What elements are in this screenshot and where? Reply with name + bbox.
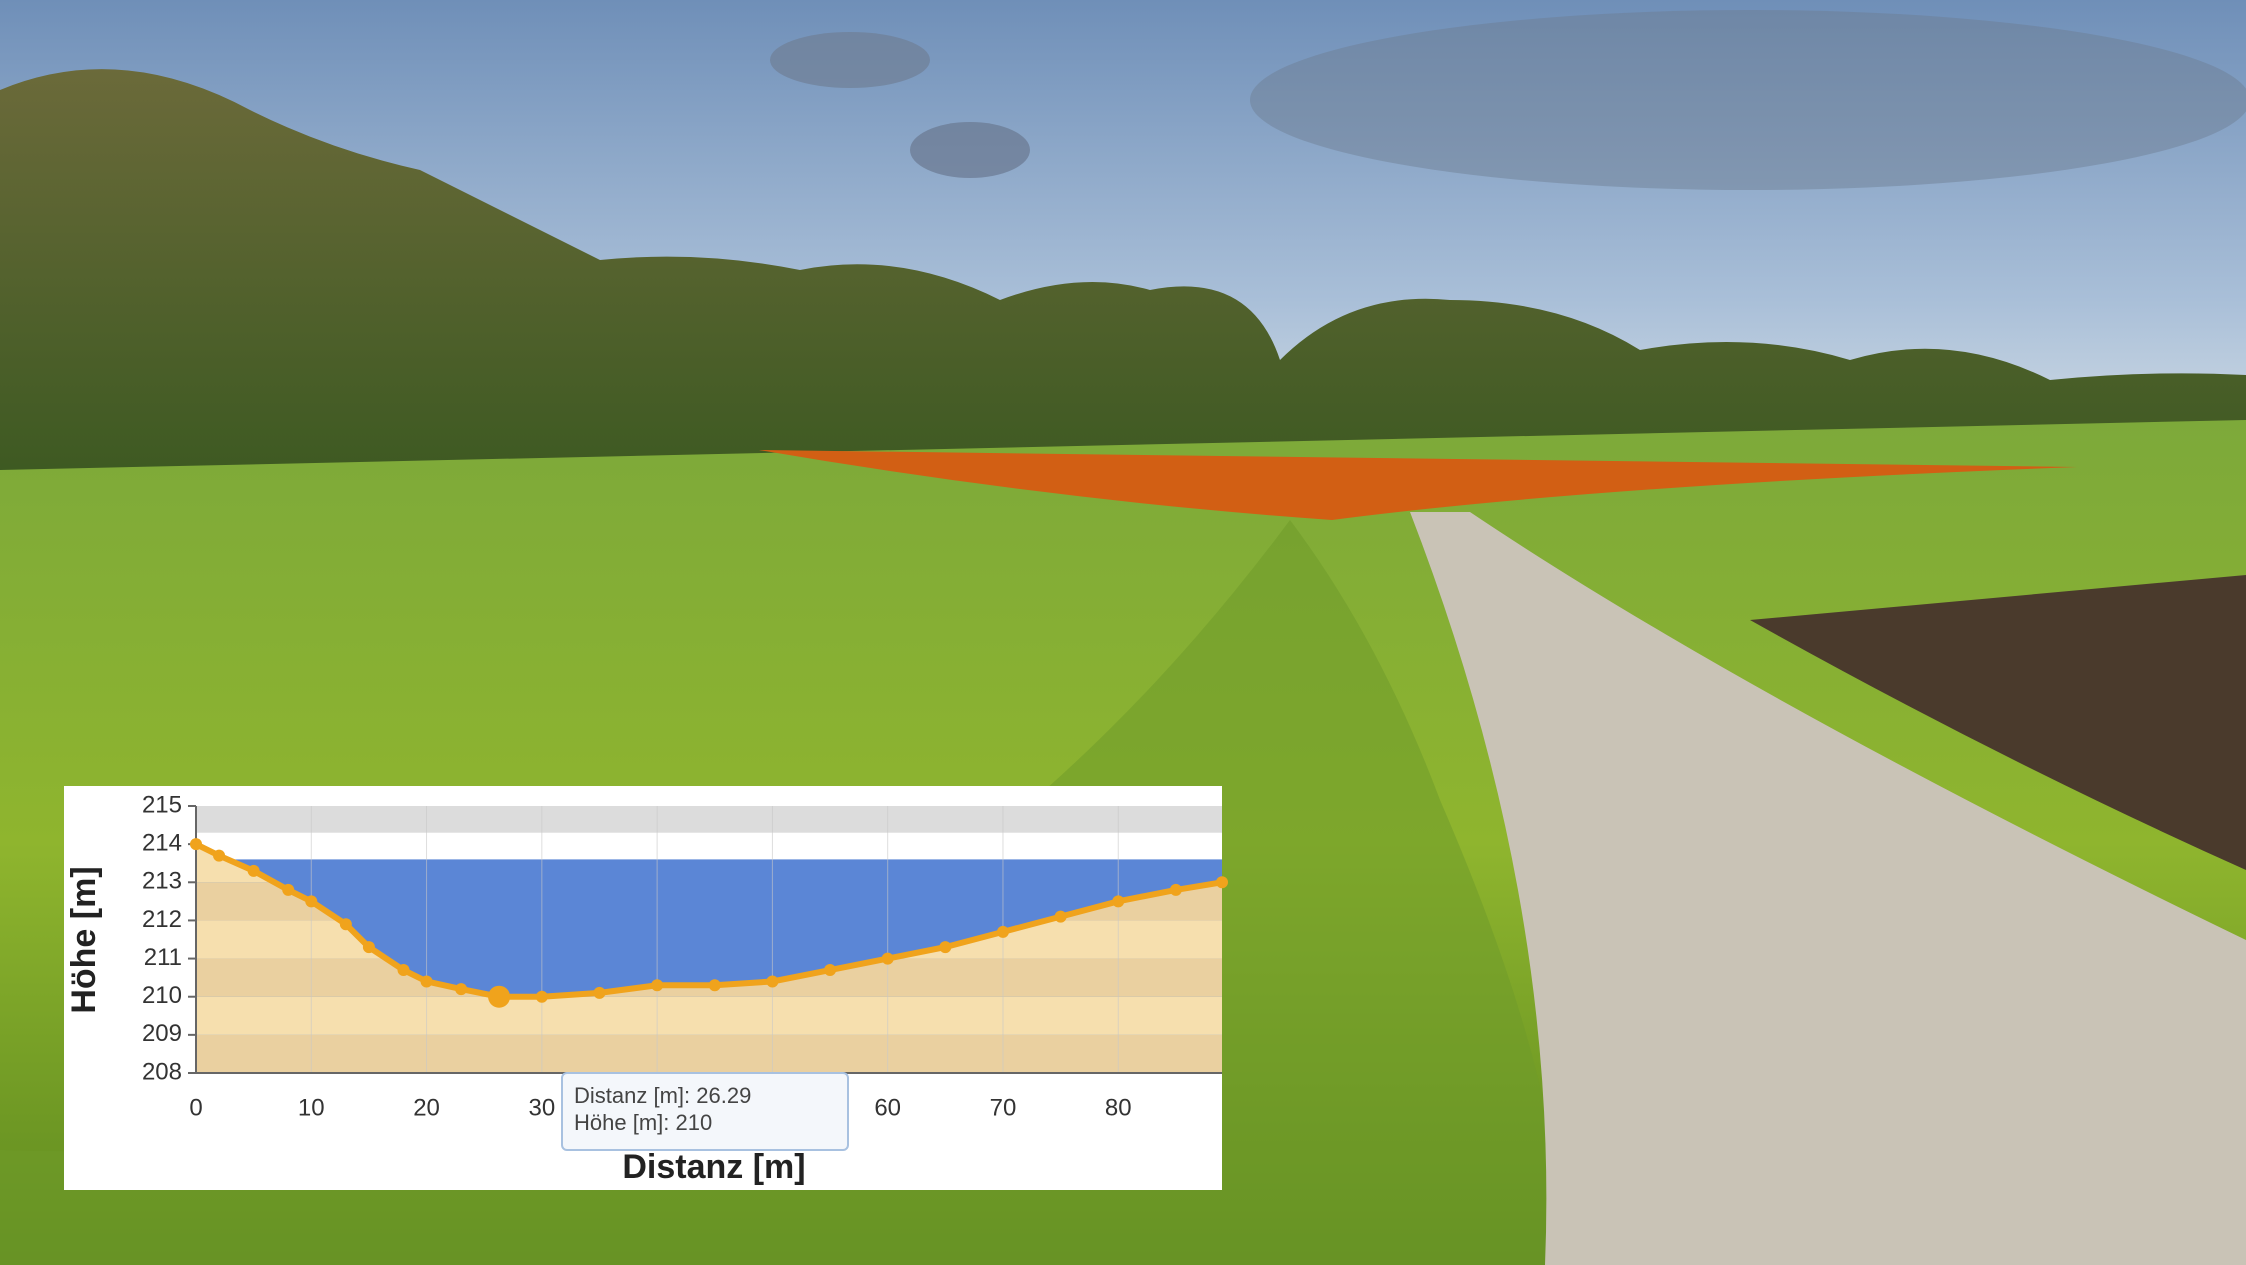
profile-point: [247, 864, 260, 877]
profile-point: [339, 918, 352, 931]
x-tick-label: 0: [189, 1094, 202, 1121]
x-tick-label: 30: [528, 1094, 555, 1121]
profile-point: [1216, 876, 1228, 889]
profile-overlay: [759, 450, 2077, 520]
profile-point: [282, 883, 295, 896]
profile-point: [651, 979, 664, 992]
profile-point: [881, 952, 894, 965]
cloud: [910, 122, 1030, 178]
y-tick-label: 211: [144, 944, 182, 971]
y-tick-label: 212: [142, 906, 182, 933]
profile-point: [305, 895, 318, 908]
profile-point: [593, 986, 606, 999]
profile-point: [190, 838, 202, 851]
y-tick-label: 210: [142, 982, 182, 1009]
profile-point: [939, 941, 952, 954]
profile-point: [213, 849, 226, 862]
profile-point: [1112, 895, 1125, 908]
x-tick-label: 10: [298, 1094, 325, 1121]
profile-point: [455, 983, 468, 996]
profile-point: [535, 990, 548, 1003]
path: [1410, 512, 2246, 1265]
y-axis-title: Höhe [m]: [65, 866, 103, 1013]
profile-point: [708, 979, 721, 992]
tooltip-line: Distanz [m]: 26.29: [574, 1083, 751, 1108]
y-tick-label: 213: [142, 868, 182, 895]
profile-point: [397, 964, 410, 977]
x-tick-label: 20: [413, 1094, 440, 1121]
y-tick-label: 215: [142, 791, 182, 818]
profile-point: [362, 941, 375, 954]
x-tick-label: 80: [1105, 1094, 1132, 1121]
y-tick-label: 208: [142, 1058, 182, 1085]
upper-band: [196, 806, 1222, 833]
profile-point: [824, 964, 837, 977]
cloud: [770, 32, 930, 88]
y-tick-label: 214: [142, 829, 182, 856]
profile-point: [1169, 883, 1182, 896]
profile-point: [996, 925, 1009, 938]
x-axis-title: Distanz [m]: [622, 1148, 805, 1186]
ground-stripe: [196, 996, 1222, 1035]
profile-point: [766, 975, 779, 988]
x-tick-label: 60: [874, 1094, 901, 1121]
profile-point: [420, 975, 433, 988]
soil: [1750, 575, 2246, 870]
tooltip-box: [561, 1072, 849, 1151]
cloud: [1250, 10, 2246, 190]
ground-stripe: [196, 1034, 1222, 1073]
tree-line: [0, 69, 2246, 470]
profile-point: [1054, 910, 1067, 923]
hover-point: [488, 985, 511, 1008]
chart: 0102030405060708020820921021121221321421…: [142, 791, 1228, 1151]
x-tick-label: 70: [990, 1094, 1017, 1121]
y-tick-label: 209: [142, 1020, 182, 1047]
tooltip-line: Höhe [m]: 210: [574, 1110, 712, 1135]
